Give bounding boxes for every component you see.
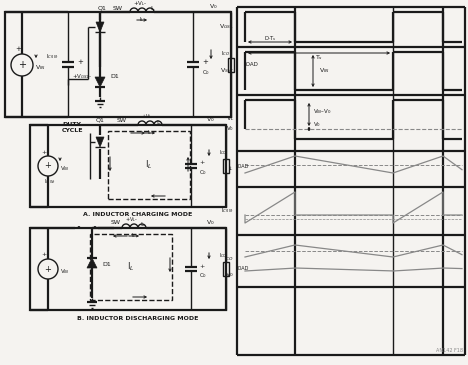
Text: I$_L$: I$_L$ xyxy=(145,159,153,171)
Text: SW: SW xyxy=(111,220,121,226)
Text: V$_{IN}$: V$_{IN}$ xyxy=(35,64,46,72)
Text: V$_0$: V$_0$ xyxy=(205,116,214,124)
Text: A. INDUCTOR CHARGING MODE: A. INDUCTOR CHARGING MODE xyxy=(83,212,193,218)
Text: +: + xyxy=(44,161,51,170)
Text: C$_0$: C$_0$ xyxy=(202,68,210,77)
Text: +: + xyxy=(41,253,47,257)
Text: I$_L$: I$_L$ xyxy=(139,16,145,24)
Bar xyxy=(5,12,231,117)
Text: LOAD: LOAD xyxy=(243,62,258,67)
Text: +V$_{GS1}$-: +V$_{GS1}$- xyxy=(72,73,92,81)
Text: V$_0$: V$_0$ xyxy=(209,3,217,11)
Bar xyxy=(223,262,229,276)
Text: V$_{IN}$: V$_{IN}$ xyxy=(60,268,70,276)
Text: V$_0$: V$_0$ xyxy=(225,270,234,280)
Polygon shape xyxy=(96,137,104,147)
Text: +: + xyxy=(15,46,21,52)
Bar xyxy=(228,58,234,72)
Text: +V$_L$-: +V$_L$- xyxy=(133,0,147,8)
Text: T$_s$: T$_s$ xyxy=(315,54,323,62)
Text: V$_{IN}$–V$_0$: V$_{IN}$–V$_0$ xyxy=(313,107,332,116)
Text: I$_L$: I$_L$ xyxy=(132,231,137,241)
Text: +: + xyxy=(18,60,26,70)
Text: •: • xyxy=(75,223,81,233)
Text: I$_{CO}$: I$_{CO}$ xyxy=(224,254,234,264)
Text: V$_{IN}$: V$_{IN}$ xyxy=(60,165,70,173)
Text: V$_{GS1}$: V$_{GS1}$ xyxy=(219,23,234,31)
Text: V$_L$: V$_L$ xyxy=(226,115,234,123)
Text: +: + xyxy=(44,265,51,273)
Polygon shape xyxy=(95,77,105,87)
Text: I$_L$: I$_L$ xyxy=(228,165,234,173)
Text: LOAD: LOAD xyxy=(236,164,249,169)
Polygon shape xyxy=(96,22,104,32)
Text: V$_{SW}$: V$_{SW}$ xyxy=(220,66,234,76)
Text: D1: D1 xyxy=(102,262,111,268)
Text: +V$_L$-: +V$_L$- xyxy=(141,112,154,122)
Text: D1: D1 xyxy=(110,74,119,80)
Text: I$_{C(IN)}$: I$_{C(IN)}$ xyxy=(221,207,234,215)
Text: V$_{IN}$: V$_{IN}$ xyxy=(319,66,330,76)
Text: +: + xyxy=(77,59,83,65)
Text: |: | xyxy=(25,46,27,53)
Text: V$_0$: V$_0$ xyxy=(226,124,234,134)
Bar xyxy=(223,159,229,173)
Bar xyxy=(108,131,190,199)
Text: I$_{CO}$: I$_{CO}$ xyxy=(219,251,227,261)
Text: AN142 F18: AN142 F18 xyxy=(436,349,463,353)
Text: Q1: Q1 xyxy=(95,118,104,123)
Text: I$_{CO}$: I$_{CO}$ xyxy=(219,149,227,157)
Text: +: + xyxy=(199,161,204,165)
Text: L: L xyxy=(140,223,144,227)
Text: DUTY: DUTY xyxy=(63,122,81,127)
Text: L: L xyxy=(156,119,160,124)
Polygon shape xyxy=(87,258,97,268)
Text: L: L xyxy=(150,7,154,12)
Text: •: • xyxy=(91,223,97,233)
Text: +: + xyxy=(41,150,47,154)
Text: +: + xyxy=(199,264,204,269)
Bar xyxy=(90,234,172,300)
Text: I$_{C(IN)}$: I$_{C(IN)}$ xyxy=(46,53,59,61)
Bar xyxy=(30,228,226,310)
Text: I$_{C(IN)}$: I$_{C(IN)}$ xyxy=(44,178,56,186)
Bar xyxy=(30,125,226,207)
Text: B. INDUCTOR DISCHARGING MODE: B. INDUCTOR DISCHARGING MODE xyxy=(77,315,199,320)
Text: SW: SW xyxy=(113,5,123,11)
Text: SW: SW xyxy=(117,118,127,123)
Text: LOAD: LOAD xyxy=(236,266,249,272)
Text: C$_0$: C$_0$ xyxy=(199,169,207,177)
Text: CYCLE: CYCLE xyxy=(61,128,83,134)
Text: +: + xyxy=(202,59,208,65)
Text: D·T$_s$: D·T$_s$ xyxy=(263,35,277,43)
Text: V$_0$: V$_0$ xyxy=(205,219,214,227)
Text: I$_L$: I$_L$ xyxy=(127,261,135,273)
Text: +V$_L$-: +V$_L$- xyxy=(125,216,139,224)
Text: C$_0$: C$_0$ xyxy=(199,272,207,280)
Text: Q1: Q1 xyxy=(97,5,106,11)
Text: I$_L$: I$_L$ xyxy=(147,128,153,138)
Text: V$_0$: V$_0$ xyxy=(313,120,321,130)
Text: I$_{CO}$: I$_{CO}$ xyxy=(221,50,230,58)
